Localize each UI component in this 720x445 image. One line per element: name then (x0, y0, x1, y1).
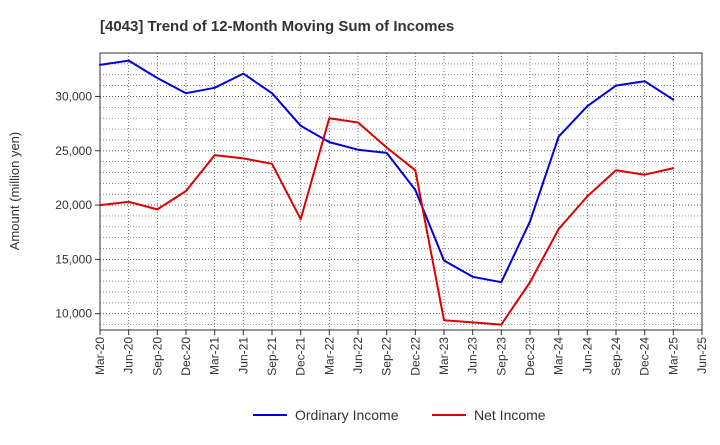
x-tick-label: Jun-22 (351, 337, 365, 374)
x-tick-label: Jun-23 (466, 337, 480, 374)
x-tick-label: Jun-21 (236, 337, 250, 374)
x-tick-label: Jun-20 (122, 337, 136, 374)
x-tick-label: Sep-23 (494, 337, 508, 376)
x-tick-label: Dec-21 (294, 337, 308, 376)
x-tick-label: Mar-21 (208, 337, 222, 375)
grid-lines (100, 53, 702, 330)
x-tick-label: Mar-25 (666, 337, 680, 375)
axes: 10,000 15,000 20,000 25,000 30,000 Mar-20 Jun-… (55, 53, 709, 376)
y-tick-label: 25,000 (55, 144, 92, 158)
x-tick-label: Jun-24 (580, 337, 594, 374)
x-tick-label: Dec-24 (638, 337, 652, 376)
x-tick-label: Jun-25 (695, 337, 709, 374)
chart-svg: [4043] Trend of 12-Month Moving Sum of I… (0, 0, 720, 440)
x-tick-label: Mar-24 (552, 337, 566, 375)
y-tick-label: 20,000 (55, 198, 92, 212)
x-tick-label: Dec-23 (523, 337, 537, 376)
plot-frame (100, 53, 702, 330)
x-tick-label: Mar-22 (322, 337, 336, 375)
y-axis-label: Amount (million yen) (7, 132, 22, 251)
y-tick-label: 15,000 (55, 252, 92, 266)
y-tick-label: 30,000 (55, 89, 92, 103)
x-tick-label: Dec-20 (179, 337, 193, 376)
legend-label: Net Income (474, 407, 546, 423)
x-tick-label: Sep-21 (265, 337, 279, 376)
legend: Ordinary Income Net Income (253, 407, 546, 423)
chart-container: [4043] Trend of 12-Month Moving Sum of I… (0, 0, 720, 440)
x-tick-label: Sep-24 (609, 337, 623, 376)
x-tick-label: Dec-22 (408, 337, 422, 376)
x-tick-label: Mar-23 (437, 337, 451, 375)
y-tick-label: 10,000 (55, 307, 92, 321)
x-tick-label: Sep-22 (380, 337, 394, 376)
x-tick-label: Sep-20 (150, 337, 164, 376)
x-tick-label: Mar-20 (93, 337, 107, 375)
legend-label: Ordinary Income (295, 407, 399, 423)
chart-title: [4043] Trend of 12-Month Moving Sum of I… (100, 18, 454, 35)
